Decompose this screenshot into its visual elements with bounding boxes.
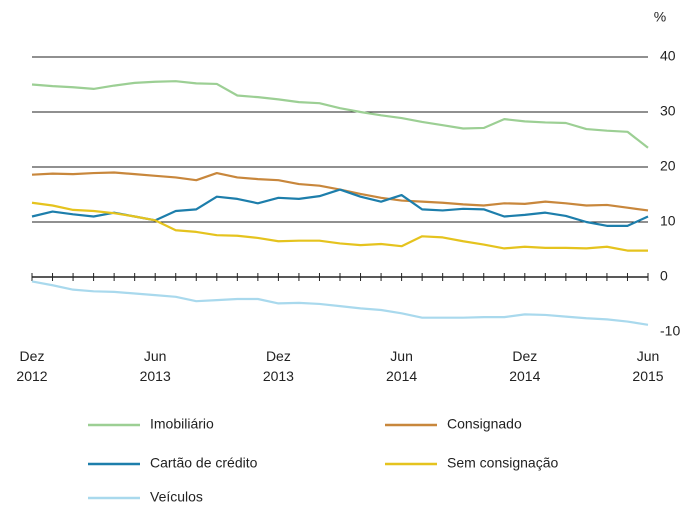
x-tick-label: Jun 2013 <box>139 348 171 384</box>
x-tick-label: Dez 2013 <box>262 348 294 384</box>
unit-label: % <box>654 9 666 25</box>
x-tick-label: Jun 2014 <box>386 348 418 384</box>
legend-label: Sem consignação <box>447 455 559 471</box>
x-tick-label: Dez 2012 <box>16 348 48 384</box>
series-line <box>31 188 649 227</box>
legend-label: Veículos <box>150 489 203 505</box>
legend-label: Cartão de crédito <box>150 455 258 471</box>
legend-label: Consignado <box>447 416 522 432</box>
y-tick-label: -10 <box>660 323 680 339</box>
x-tick-label: Dez 2014 <box>509 348 541 384</box>
series-line <box>31 201 648 252</box>
series-line <box>31 80 649 149</box>
y-tick-label: 30 <box>660 103 676 119</box>
y-tick-label: 0 <box>660 268 668 284</box>
series-line <box>31 280 649 326</box>
x-tick-label: Jun 2015 <box>632 348 664 384</box>
y-tick-label: 10 <box>660 213 676 229</box>
series-line <box>31 171 649 212</box>
legend-label: Imobiliário <box>150 416 214 432</box>
y-tick-label: 20 <box>660 158 676 174</box>
y-tick-label: 40 <box>660 48 676 64</box>
